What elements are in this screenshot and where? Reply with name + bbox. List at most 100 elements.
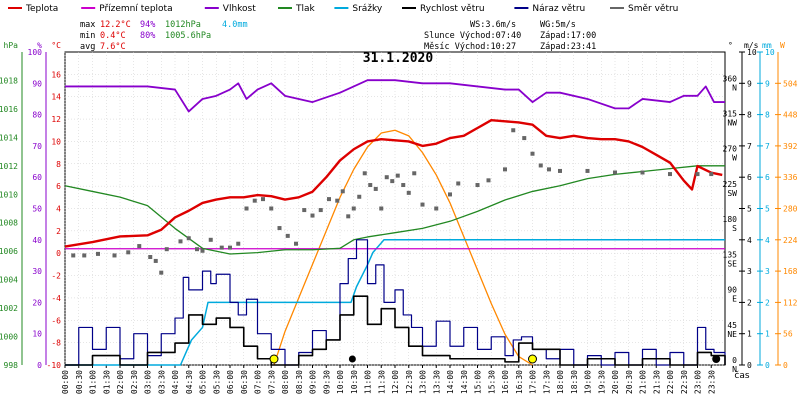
direction-tick-compass: NE [727,330,737,339]
direction-tick-label: 0 [732,356,737,365]
direction-tick-compass: N [732,83,737,92]
percent-tick-label: 80 [32,111,42,120]
x-tick-label: 20:00 [611,370,620,394]
x-tick-label: 06:00 [226,370,235,394]
ms-tick-label: 0 [747,361,752,370]
wm2-tick-label: 392 [783,142,798,151]
wind-direction-point [384,175,389,180]
series-layer [64,79,726,366]
x-tick-label: 05:00 [199,370,208,394]
wind-direction-point [208,237,213,242]
mm-axis-label: mm [762,41,772,50]
wind-direction-point [153,258,158,263]
stat-value: 12.2°C [100,20,131,30]
wind-direction-point [228,245,232,250]
wm2-tick-label: 56 [783,330,793,339]
stat-value: avg [80,42,95,52]
ms-tick-label: 8 [747,111,752,120]
wind-direction-point [236,241,241,246]
wm2-tick-label: 224 [783,236,798,245]
wind-direction-point [137,244,142,249]
legend-entry: Srážky [352,4,383,14]
percent-tick-label: 20 [32,298,42,307]
legend-entry: Směr větru [628,4,678,14]
stat-value: 0.4°C [100,31,126,41]
sunset-marker [528,354,537,364]
direction-tick-compass: W [732,154,737,163]
wind-direction-point [82,253,87,258]
x-tick-label: 10:00 [336,370,345,394]
wind-direction-point [285,233,290,238]
wind-direction-point [346,214,351,219]
mm-tick-label: 1 [765,330,770,339]
x-tick-label: 11:00 [364,370,373,394]
percent-tick-label: 40 [32,236,42,245]
legend-entry: Vlhkost [223,4,256,14]
wind-direction-point [475,183,480,188]
direction-tick-compass: SW [727,189,737,198]
hpa-tick-label: 1012 [0,162,18,171]
mm-tick-label: 9 [765,79,770,88]
x-tick-label: 00:00 [61,370,70,394]
wind-direction-point [522,136,527,141]
wind-direction-point [456,181,461,186]
wind-direction-point [351,206,356,211]
wm2-tick-label: 448 [783,111,798,120]
x-tick-label: 04:00 [171,370,180,394]
x-tick-label: 16:30 [515,370,524,394]
wind-direction-point [695,172,700,177]
x-tick-label: 19:00 [584,370,593,394]
wind-direction-point [318,208,323,213]
celsius-tick-label: -10 [47,361,62,370]
wind-direction-point [503,167,507,172]
stat-moon-set: Západ:23:41 [540,42,596,52]
wind-direction-point [420,202,425,207]
hpa-tick-label: 1018 [0,76,18,85]
wind-direction-point [530,151,535,156]
x-tick-label: 15:00 [474,370,483,394]
stat-value: 1012hPa [165,20,201,30]
celsius-tick-label: 12 [51,115,61,124]
series-humidity [65,79,725,113]
x-tick-label: 13:30 [432,370,441,394]
stat-value: 80% [140,31,155,41]
percent-tick-label: 100 [28,48,43,57]
x-tick-label: 04:30 [185,370,194,394]
mm-tick-label: 0 [765,361,770,370]
x-tick-label: 15:30 [487,370,496,394]
wind-direction-point [362,171,367,176]
mm-tick-label: 3 [765,267,770,276]
x-axis-label: čas [734,370,749,381]
wind-direction-point [327,197,331,202]
moonrise-marker [348,355,356,363]
stat-value: 7.6°C [100,42,126,52]
hpa-tick-label: 1014 [0,133,18,142]
wind-direction-point [294,241,298,246]
x-tick-label: 12:00 [391,370,400,394]
mm-tick-label: 8 [765,111,770,120]
hpa-axis-label: hPa [4,41,19,50]
x-tick-label: 17:30 [542,370,551,394]
wind-direction-point [269,206,274,211]
x-tick-label: 09:00 [309,370,318,394]
mm-tick-label: 7 [765,142,770,151]
legend-entry: Rychlost větru [420,4,485,14]
direction-tick-compass: E [732,295,737,304]
x-tick-label: 14:30 [460,370,469,394]
wind-direction-point [709,172,714,177]
wind-direction-point [668,172,672,177]
celsius-tick-label: -4 [51,294,61,303]
celsius-tick-label: 6 [56,182,61,191]
x-tick-label: 22:30 [680,370,689,394]
wind-direction-point [71,253,76,258]
x-tick-label: 18:00 [556,370,565,394]
wind-direction-point [379,206,384,211]
wind-direction-point [448,192,452,197]
chart-title: 31.1.2020 [363,51,434,66]
legend-entry: Teplota [25,4,58,14]
wm2-tick-label: 0 [783,361,788,370]
wind-direction-point [412,171,417,176]
x-tick-label: 02:30 [130,370,139,394]
wind-direction-point [244,206,249,211]
legend-entry: Tlak [295,4,316,14]
